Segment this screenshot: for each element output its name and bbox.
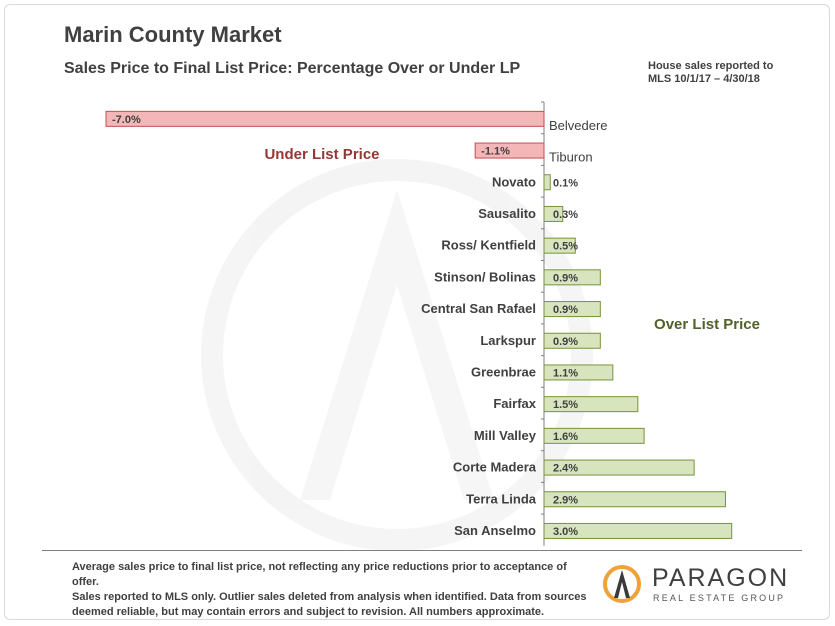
bar (543, 427, 645, 444)
under-list-price-annotation: Under List Price (264, 146, 379, 163)
data-label: 1.5% (553, 399, 578, 411)
data-label: 0.9% (553, 272, 578, 284)
data-label: 2.4% (553, 463, 578, 475)
logo-tagline: REAL ESTATE GROUP (653, 593, 786, 603)
category-label: Corte Madera (453, 460, 537, 475)
category-label: Ross/ Kentfield (441, 238, 536, 253)
category-label: San Anselmo (454, 523, 536, 538)
date-range-note: House sales reported to MLS 10/1/17 – 4/… (648, 60, 798, 86)
note-line-1: House sales reported to (648, 60, 774, 72)
category-label: Fairfax (493, 396, 536, 411)
data-label: 3.0% (553, 526, 578, 538)
data-label: 1.1% (553, 367, 578, 379)
logo-wordmark: PARAGON (652, 564, 790, 592)
data-label: 2.9% (553, 494, 578, 506)
page-title: Marin County Market (64, 22, 282, 47)
bar (543, 491, 726, 508)
paragon-logo: PARAGON REAL ESTATE GROUP (602, 562, 802, 608)
category-label: Belvedere (549, 118, 608, 133)
category-label: Mill Valley (474, 428, 537, 443)
data-label: 0.9% (553, 336, 578, 348)
bar (543, 396, 639, 413)
footer-disclaimer: Average sales price to final list price,… (72, 560, 592, 620)
over-list-price-annotation: Over List Price (654, 316, 760, 333)
paragon-logo-icon (603, 565, 641, 603)
data-label: 1.6% (553, 431, 578, 443)
bar (543, 237, 576, 254)
chart-subtitle: Sales Price to Final List Price: Percent… (64, 60, 521, 77)
category-label: Central San Rafael (421, 301, 536, 316)
data-label: 0.3% (553, 209, 578, 221)
disclaimer-line-2: Sales reported to MLS only. Outlier sale… (72, 591, 587, 603)
data-label: 0.5% (553, 241, 578, 253)
category-label: Larkspur (480, 333, 536, 348)
category-label: Stinson/ Bolinas (434, 269, 536, 284)
bar (543, 332, 601, 349)
data-label: -7.0% (112, 114, 141, 126)
disclaimer-line-1: Average sales price to final list price,… (72, 561, 567, 588)
bar (543, 364, 614, 381)
data-label: 0.1% (553, 177, 578, 189)
bar (543, 269, 601, 286)
data-label: 0.9% (553, 304, 578, 316)
category-label: Greenbrae (471, 364, 536, 379)
data-label: -1.1% (481, 146, 510, 158)
bar (474, 142, 545, 159)
note-line-2: MLS 10/1/17 – 4/30/18 (648, 73, 760, 85)
category-label: Sausalito (478, 206, 536, 221)
bar (543, 459, 695, 476)
bar (543, 301, 601, 318)
bar (105, 110, 545, 127)
disclaimer-line-3: deemed reliable, but may contain errors … (72, 606, 545, 618)
category-label: Tiburon (549, 150, 593, 165)
bar (543, 205, 564, 222)
bar (543, 522, 733, 539)
watermark-logo (201, 159, 593, 551)
bar (543, 174, 551, 191)
category-label: Novato (492, 174, 536, 189)
footer-divider (42, 550, 802, 551)
category-label: Terra Linda (466, 491, 537, 506)
